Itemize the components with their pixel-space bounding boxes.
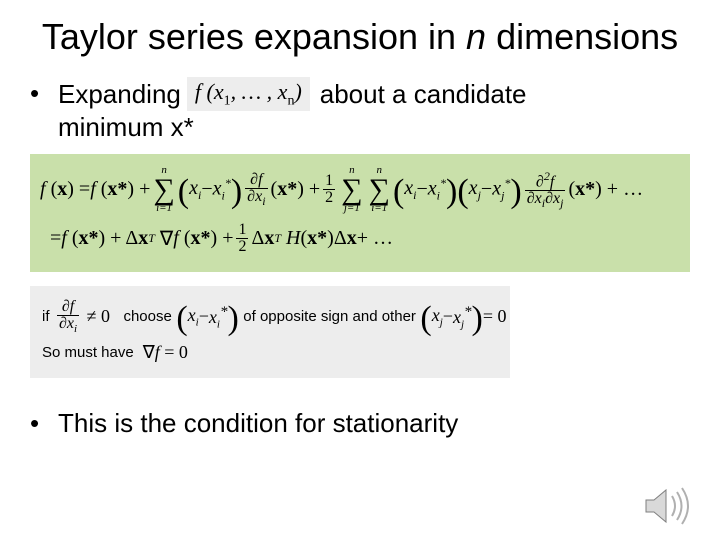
condition-line-1: if ∂f ∂xi ≠ 0 choose (xi − xi*) of oppos… bbox=[42, 296, 498, 338]
bullet-1-about: about a candidate bbox=[320, 78, 527, 111]
sum-j: n ∑ j=1 bbox=[341, 165, 362, 214]
bullet-2-text: This is the condition for stationarity bbox=[58, 408, 458, 439]
d2fdxidxj: ∂2f ∂xi∂xj bbox=[525, 170, 566, 210]
bullet-1-function-box: f (x1, … , xn) bbox=[187, 77, 310, 111]
bullet-1-body: Expanding f (x1, … , xn) about a candida… bbox=[58, 77, 690, 144]
bullet-1-expanding: Expanding bbox=[58, 78, 181, 111]
bullet-1-line2: minimum x* bbox=[58, 111, 690, 144]
title-n: n bbox=[466, 16, 486, 57]
one-half-2: 12 bbox=[236, 222, 248, 255]
bullet-1-function-text: f (x1, … , xn) bbox=[195, 78, 302, 110]
bullet-1: • Expanding f (x1, … , xn) about a candi… bbox=[30, 77, 690, 144]
bullet-2: • This is the condition for stationarity bbox=[30, 408, 690, 439]
speaker-icon bbox=[644, 486, 692, 526]
sum-i: n ∑ i=1 bbox=[153, 165, 174, 214]
taylor-line-2: = f (x*) + ΔxT ∇f (x*) + 12 ΔxT H(x*)Δx … bbox=[40, 216, 680, 262]
slide-title: Taylor series expansion in n dimensions bbox=[30, 16, 690, 57]
taylor-expansion-block: f (x) = f (x*) + n ∑ i=1 (xi − xi*) ∂f ∂… bbox=[30, 154, 690, 272]
condition-block: if ∂f ∂xi ≠ 0 choose (xi − xi*) of oppos… bbox=[30, 286, 510, 378]
title-pre: Taylor series expansion in bbox=[42, 16, 466, 57]
bullet-2-mark: • bbox=[30, 408, 58, 439]
cond-if: if bbox=[42, 308, 50, 325]
one-half: 1 2 bbox=[323, 173, 335, 206]
taylor-line-1: f (x) = f (x*) + n ∑ i=1 (xi − xi*) ∂f ∂… bbox=[40, 164, 680, 216]
sum-i-2: n ∑ i=1 bbox=[369, 165, 390, 214]
dfdxi: ∂f ∂xi bbox=[245, 172, 267, 207]
cond-dfdxi: ∂f ∂xi bbox=[57, 299, 79, 335]
bullet-1-mark: • bbox=[30, 77, 58, 110]
condition-line-2: So must have ∇f = 0 bbox=[42, 338, 498, 368]
title-post: dimensions bbox=[486, 16, 678, 57]
